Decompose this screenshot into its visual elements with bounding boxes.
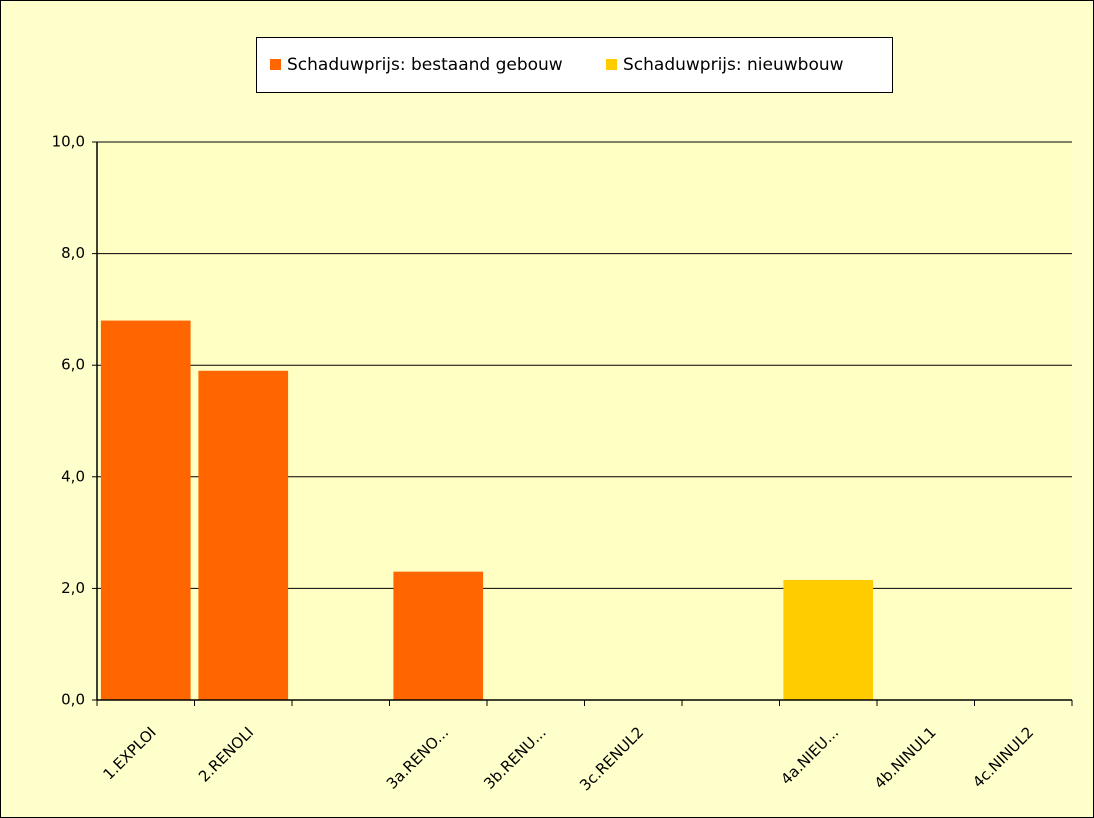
y-tick-label: 2,0 [61, 579, 85, 597]
y-tick-label: 8,0 [61, 244, 85, 262]
legend-swatch [270, 59, 281, 70]
bar [783, 580, 874, 700]
legend-label: Schaduwprijs: bestaand gebouw [287, 55, 563, 75]
y-tick-label: 10,0 [52, 133, 85, 151]
y-tick-label: 4,0 [61, 467, 85, 485]
y-tick-label: 0,0 [61, 691, 85, 709]
legend-swatch [606, 59, 617, 70]
legend-label: Schaduwprijs: nieuwbouw [623, 55, 844, 75]
legend: Schaduwprijs: bestaand gebouw Schaduwprij… [256, 37, 893, 93]
bar [198, 370, 289, 700]
bar [100, 320, 191, 700]
y-tick-label: 6,0 [61, 356, 85, 374]
legend-box [256, 37, 893, 93]
bar [393, 571, 484, 700]
